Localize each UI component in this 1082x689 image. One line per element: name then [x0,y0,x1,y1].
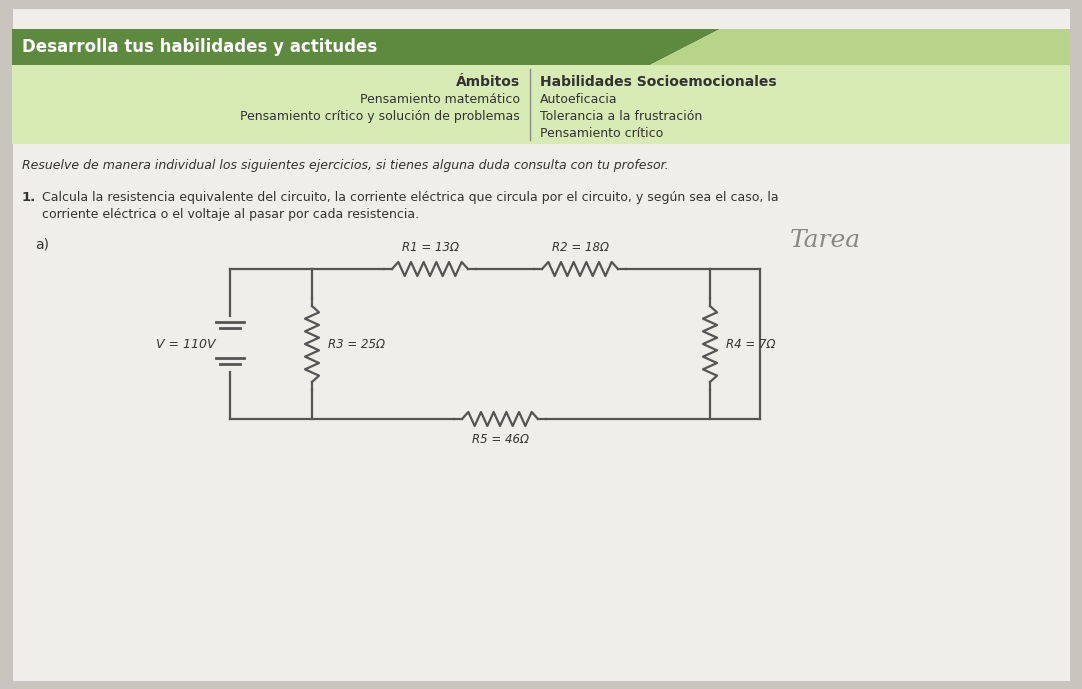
Text: R2 = 18Ω: R2 = 18Ω [552,241,608,254]
Text: Pensamiento crítico: Pensamiento crítico [540,127,663,140]
Polygon shape [12,29,720,65]
Text: R3 = 25Ω: R3 = 25Ω [328,338,385,351]
Text: Pensamiento crítico y solución de problemas: Pensamiento crítico y solución de proble… [240,110,520,123]
Text: Tolerancia a la frustración: Tolerancia a la frustración [540,110,702,123]
Text: Ámbitos: Ámbitos [456,75,520,89]
Text: R4 = 7Ω: R4 = 7Ω [726,338,776,351]
FancyBboxPatch shape [12,8,1070,681]
Text: R5 = 46Ω: R5 = 46Ω [472,433,528,446]
Text: Tarea: Tarea [790,229,861,252]
Text: Habilidades Socioemocionales: Habilidades Socioemocionales [540,75,777,89]
FancyBboxPatch shape [12,65,1070,144]
Text: Resuelve de manera individual los siguientes ejercicios, si tienes alguna duda c: Resuelve de manera individual los siguie… [22,159,669,172]
Text: V = 110V: V = 110V [156,338,215,351]
Text: R1 = 13Ω: R1 = 13Ω [401,241,459,254]
Text: 1.: 1. [22,191,37,204]
Text: corriente eléctrica o el voltaje al pasar por cada resistencia.: corriente eléctrica o el voltaje al pasa… [42,208,419,221]
Text: Pensamiento matemático: Pensamiento matemático [360,93,520,106]
Text: Desarrolla tus habilidades y actitudes: Desarrolla tus habilidades y actitudes [22,38,378,56]
Text: Autoeficacia: Autoeficacia [540,93,618,106]
Polygon shape [650,29,1070,65]
Text: a): a) [35,237,49,251]
Text: Calcula la resistencia equivalente del circuito, la corriente eléctrica que circ: Calcula la resistencia equivalente del c… [42,191,779,204]
